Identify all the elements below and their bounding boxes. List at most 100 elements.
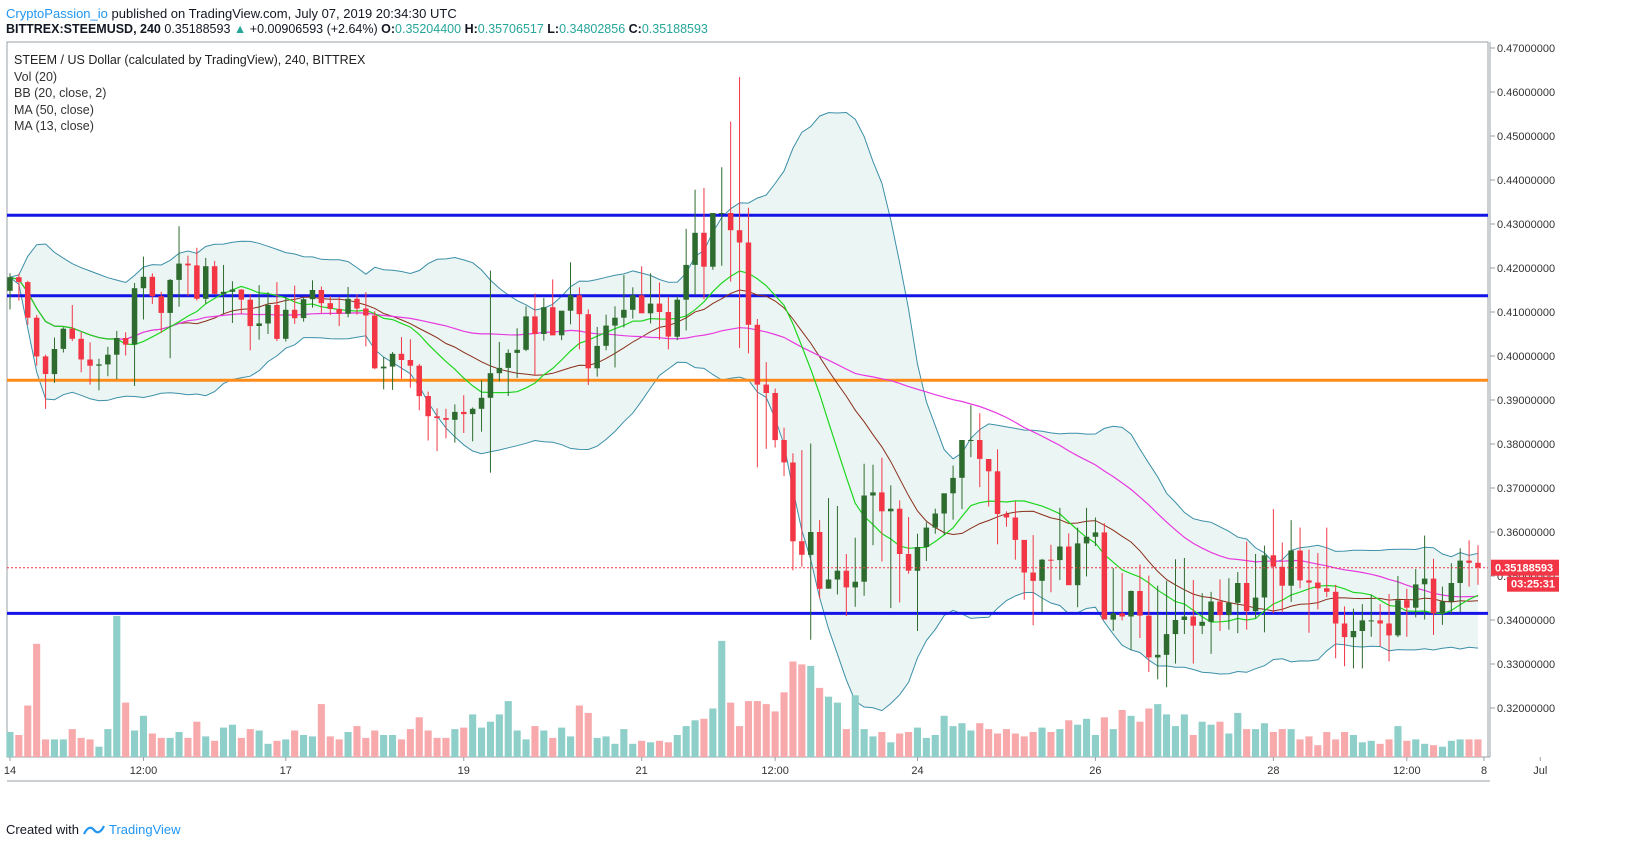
candle-body[interactable]: [60, 328, 67, 349]
candle-body[interactable]: [977, 440, 983, 459]
candle-body[interactable]: [941, 493, 947, 514]
candle-body[interactable]: [879, 492, 885, 512]
candle-body[interactable]: [1324, 588, 1330, 592]
candle-body[interactable]: [1066, 546, 1072, 586]
candle-body[interactable]: [683, 264, 689, 300]
candle-body[interactable]: [42, 356, 49, 374]
candle-body[interactable]: [363, 308, 369, 316]
legend-ma50[interactable]: MA (50, close): [14, 102, 94, 117]
candle-body[interactable]: [1341, 623, 1348, 638]
candle-body[interactable]: [692, 232, 698, 265]
candle-body[interactable]: [372, 315, 378, 369]
legend-bb[interactable]: BB (20, close, 2): [14, 86, 107, 100]
candle-body[interactable]: [247, 299, 254, 327]
candle-body[interactable]: [647, 303, 654, 314]
candle-body[interactable]: [621, 309, 627, 318]
candle-body[interactable]: [1306, 580, 1312, 583]
candle-body[interactable]: [1475, 562, 1481, 568]
candle-body[interactable]: [122, 338, 129, 345]
candle-body[interactable]: [1404, 600, 1410, 608]
candle-body[interactable]: [1386, 623, 1392, 636]
candle-body[interactable]: [754, 324, 761, 385]
candle-body[interactable]: [932, 513, 939, 528]
candle-body[interactable]: [1448, 583, 1455, 602]
candle-body[interactable]: [425, 396, 431, 417]
candle-body[interactable]: [736, 230, 743, 243]
candle-body[interactable]: [1012, 517, 1019, 540]
candle-body[interactable]: [576, 295, 583, 315]
candle-body[interactable]: [345, 298, 351, 314]
candle-body[interactable]: [1146, 615, 1152, 658]
candle-body[interactable]: [16, 277, 22, 282]
candle-body[interactable]: [532, 316, 538, 334]
candle-body[interactable]: [131, 288, 138, 345]
candle-body[interactable]: [7, 277, 13, 291]
candle-body[interactable]: [727, 213, 734, 231]
candle-body[interactable]: [772, 393, 778, 441]
candle-body[interactable]: [51, 349, 58, 375]
candle-body[interactable]: [1003, 514, 1010, 518]
candle-body[interactable]: [185, 263, 191, 266]
candle-body[interactable]: [1413, 584, 1419, 608]
candle-body[interactable]: [1110, 613, 1117, 620]
candle-body[interactable]: [825, 579, 832, 589]
candle-body[interactable]: [194, 265, 200, 299]
candle-body[interactable]: [558, 310, 565, 336]
candle-body[interactable]: [211, 266, 218, 294]
candle-body[interactable]: [478, 397, 485, 409]
candle-body[interactable]: [1430, 578, 1437, 614]
candle-body[interactable]: [1235, 583, 1241, 603]
candle-body[interactable]: [1439, 601, 1446, 614]
candle-body[interactable]: [790, 462, 796, 542]
candle-body[interactable]: [140, 276, 147, 289]
candle-body[interactable]: [443, 418, 449, 420]
candle-body[interactable]: [968, 440, 974, 441]
candle-body[interactable]: [203, 266, 209, 299]
candle-body[interactable]: [1377, 620, 1383, 624]
candle-body[interactable]: [1155, 654, 1161, 658]
candle-body[interactable]: [407, 360, 414, 366]
candle-body[interactable]: [105, 354, 111, 365]
candle-body[interactable]: [514, 349, 520, 353]
author-link[interactable]: CryptoPassion_io: [6, 6, 108, 21]
candle-body[interactable]: [283, 309, 289, 339]
candle-body[interactable]: [950, 477, 956, 494]
candle-body[interactable]: [1137, 591, 1143, 616]
candle-body[interactable]: [25, 282, 31, 318]
candle-body[interactable]: [380, 366, 387, 369]
candle-body[interactable]: [763, 384, 770, 393]
candle-body[interactable]: [354, 298, 360, 309]
candle-body[interactable]: [985, 459, 992, 472]
candle-body[interactable]: [1368, 620, 1375, 622]
candle-body[interactable]: [816, 532, 823, 589]
tradingview-link[interactable]: TradingView: [108, 822, 181, 837]
candle-body[interactable]: [1315, 582, 1321, 589]
candle-body[interactable]: [158, 296, 165, 313]
candle-body[interactable]: [309, 290, 316, 300]
candle-body[interactable]: [238, 289, 245, 300]
candle-body[interactable]: [78, 338, 84, 360]
candle-body[interactable]: [1057, 546, 1063, 561]
candle-body[interactable]: [656, 303, 663, 312]
candle-body[interactable]: [469, 408, 476, 415]
candle-body[interactable]: [416, 365, 423, 397]
candle-body[interactable]: [1466, 560, 1472, 563]
candle-body[interactable]: [1261, 555, 1268, 598]
candle-body[interactable]: [585, 314, 592, 369]
candle-body[interactable]: [265, 305, 271, 324]
candle-body[interactable]: [1128, 591, 1134, 617]
candle-body[interactable]: [1101, 532, 1108, 620]
candle-body[interactable]: [1395, 600, 1401, 636]
candle-body[interactable]: [220, 291, 227, 294]
candle-body[interactable]: [630, 295, 636, 310]
candle-body[interactable]: [398, 353, 405, 360]
candle-body[interactable]: [1083, 536, 1090, 544]
candle-body[interactable]: [905, 554, 912, 571]
candle-body[interactable]: [674, 299, 681, 337]
candle-body[interactable]: [550, 307, 556, 336]
candle-body[interactable]: [870, 492, 876, 496]
candle-body[interactable]: [1074, 543, 1081, 586]
candle-body[interactable]: [896, 508, 903, 554]
candle-body[interactable]: [1359, 620, 1366, 631]
